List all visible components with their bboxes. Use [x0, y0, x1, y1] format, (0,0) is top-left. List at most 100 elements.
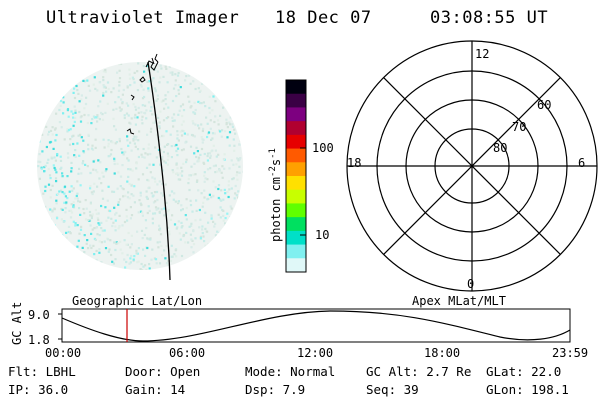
- emission-pixel: [109, 153, 113, 156]
- emission-pixel: [50, 82, 53, 86]
- emission-pixel: [149, 238, 152, 241]
- emission-pixel: [47, 133, 50, 136]
- emission-pixel: [197, 156, 201, 159]
- emission-pixel: [145, 268, 148, 270]
- emission-pixel: [133, 81, 136, 84]
- emission-pixel: [218, 251, 221, 254]
- colorbar-segment: [286, 134, 306, 150]
- emission-pixel: [142, 265, 145, 268]
- emission-pixel: [63, 201, 66, 204]
- emission-pixel: [144, 104, 147, 107]
- emission-pixel: [162, 75, 165, 78]
- emission-pixel: [118, 140, 121, 143]
- emission-pixel: [160, 192, 163, 195]
- emission-pixel: [61, 172, 64, 175]
- emission-pixel: [232, 138, 235, 141]
- emission-pixel: [48, 141, 52, 144]
- emission-pixel: [186, 133, 189, 136]
- emission-pixel: [181, 114, 184, 118]
- mlt-label-18: 18: [347, 156, 362, 170]
- emission-pixel: [222, 219, 225, 222]
- apex-label: Apex MLat/MLT: [412, 294, 506, 308]
- emission-pixel: [173, 119, 176, 122]
- emission-pixel: [76, 142, 79, 145]
- emission-pixel: [234, 260, 237, 263]
- emission-pixel: [238, 226, 241, 229]
- emission-pixel: [214, 164, 217, 167]
- emission-pixel: [52, 62, 56, 65]
- emission-pixel: [126, 180, 129, 183]
- emission-pixel: [228, 258, 231, 261]
- emission-pixel: [176, 74, 180, 77]
- emission-pixel: [214, 186, 217, 189]
- emission-pixel: [165, 130, 168, 133]
- emission-pixel: [217, 184, 221, 187]
- emission-pixel: [133, 116, 136, 119]
- emission-pixel: [118, 106, 121, 109]
- emission-pixel: [89, 263, 93, 266]
- emission-pixel: [200, 192, 203, 195]
- emission-pixel: [59, 159, 63, 162]
- emission-pixel: [200, 102, 203, 105]
- emission-pixel: [60, 189, 63, 192]
- emission-pixel: [65, 231, 68, 234]
- emission-pixel: [158, 210, 161, 213]
- emission-pixel: [156, 198, 159, 202]
- emission-pixel: [176, 172, 179, 175]
- emission-pixel: [203, 171, 206, 174]
- emission-pixel: [217, 123, 220, 126]
- emission-pixel: [165, 262, 169, 265]
- emission-pixel: [96, 267, 99, 270]
- emission-pixel: [42, 108, 45, 111]
- emission-pixel: [159, 148, 162, 152]
- emission-pixel: [152, 77, 155, 80]
- emission-pixel: [149, 130, 152, 133]
- emission-pixel: [73, 70, 76, 74]
- emission-pixel: [137, 178, 140, 181]
- emission-pixel: [145, 269, 148, 270]
- coastline-fragment: [145, 60, 159, 71]
- emission-pixel: [238, 165, 241, 168]
- coastline-fragment: [139, 76, 146, 83]
- mlat-label-60: 60: [537, 98, 552, 112]
- emission-pixel: [106, 63, 109, 66]
- emission-pixel: [102, 175, 105, 178]
- emission-pixel: [54, 127, 57, 130]
- emission-pixel: [219, 206, 222, 209]
- emission-pixel: [137, 62, 140, 65]
- emission-pixel: [81, 162, 84, 165]
- emission-pixel: [48, 242, 51, 245]
- emission-pixel: [163, 107, 166, 110]
- emission-pixel: [221, 129, 224, 132]
- emission-pixel: [233, 111, 237, 114]
- emission-pixel: [146, 237, 149, 240]
- emission-pixel: [150, 79, 154, 82]
- emission-pixel: [55, 76, 58, 79]
- emission-pixel: [76, 224, 79, 227]
- emission-pixel: [84, 199, 87, 202]
- emission-pixel: [94, 87, 97, 90]
- emission-pixel: [79, 228, 83, 231]
- emission-pixel: [61, 241, 64, 244]
- emission-pixel: [237, 190, 240, 193]
- emission-pixel: [141, 269, 144, 270]
- colorbar-segment: [286, 244, 306, 259]
- emission-pixel: [42, 237, 45, 240]
- emission-pixel: [113, 206, 116, 209]
- emission-pixel: [84, 163, 87, 166]
- emission-pixel: [177, 113, 180, 116]
- emission-pixel: [96, 233, 99, 236]
- emission-pixel: [235, 249, 238, 252]
- emission-pixel: [109, 209, 112, 213]
- emission-pixel: [123, 116, 126, 120]
- emission-pixel: [144, 264, 147, 267]
- emission-pixel: [236, 196, 240, 199]
- emission-pixel: [128, 182, 131, 186]
- emission-pixel: [140, 85, 143, 88]
- emission-pixel: [70, 170, 73, 173]
- emission-pixel: [189, 145, 193, 148]
- emission-pixel: [147, 147, 150, 150]
- emission-pixel: [156, 241, 159, 244]
- emission-pixel: [140, 203, 143, 206]
- emission-pixel: [198, 90, 201, 93]
